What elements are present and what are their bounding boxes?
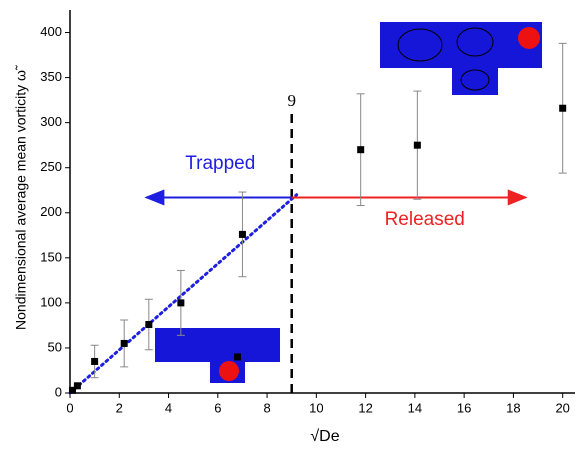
fit-line bbox=[68, 193, 299, 395]
inset-bottom bbox=[155, 328, 280, 383]
x-tick-label: 8 bbox=[263, 400, 270, 415]
point bbox=[357, 146, 365, 154]
y-tick-label: 350 bbox=[40, 69, 62, 84]
point bbox=[120, 339, 128, 347]
y-axis-label: Nondimensional average mean vorticity ω̃ bbox=[13, 65, 29, 330]
x-tick-label: 0 bbox=[66, 400, 73, 415]
arrow-label: Trapped bbox=[185, 153, 255, 174]
point bbox=[177, 299, 185, 307]
y-tick-label: 250 bbox=[40, 159, 62, 174]
x-tick-label: 4 bbox=[165, 400, 172, 415]
x-tick-label: 16 bbox=[457, 400, 471, 415]
y-tick-label: 100 bbox=[40, 294, 62, 309]
x-tick-label: 14 bbox=[408, 400, 422, 415]
x-tick-label: 12 bbox=[358, 400, 372, 415]
point bbox=[413, 141, 421, 149]
x-tick-label: 10 bbox=[309, 400, 323, 415]
x-tick-label: 6 bbox=[214, 400, 221, 415]
y-tick-label: 50 bbox=[48, 339, 62, 354]
y-tick-label: 0 bbox=[55, 384, 62, 399]
point bbox=[73, 382, 81, 390]
threshold-label: 9 bbox=[287, 91, 296, 110]
x-tick-label: 2 bbox=[116, 400, 123, 415]
point bbox=[91, 357, 99, 365]
y-tick-label: 300 bbox=[40, 114, 62, 129]
y-tick-label: 200 bbox=[40, 204, 62, 219]
point bbox=[145, 321, 153, 329]
arrow-label: Released bbox=[385, 209, 465, 230]
x-tick-label: 18 bbox=[506, 400, 520, 415]
y-tick-label: 400 bbox=[40, 24, 62, 39]
point bbox=[238, 230, 246, 238]
x-axis-label: √De bbox=[310, 428, 339, 445]
point bbox=[559, 104, 567, 112]
x-tick-label: 20 bbox=[555, 400, 569, 415]
point bbox=[68, 386, 76, 394]
point bbox=[234, 353, 242, 361]
y-tick-label: 150 bbox=[40, 249, 62, 264]
inset-top bbox=[380, 22, 542, 95]
